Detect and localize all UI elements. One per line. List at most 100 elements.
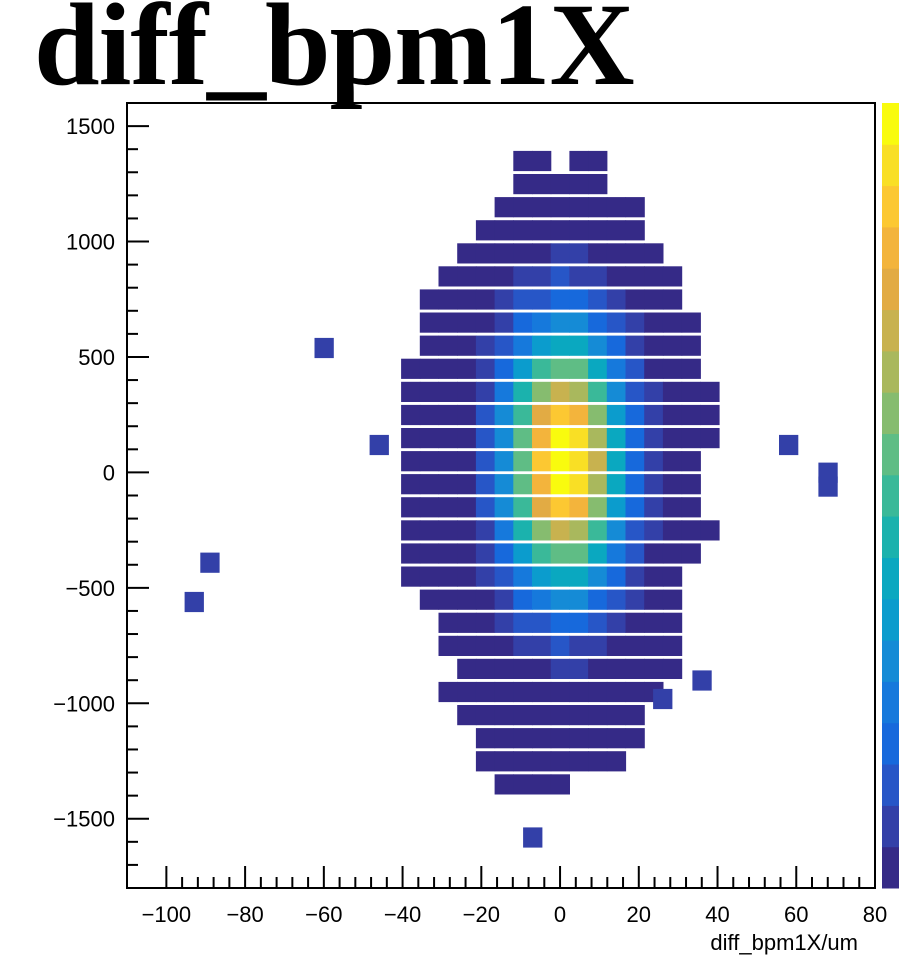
colorbar-segment [882,392,899,434]
heatmap-bin [475,243,496,264]
heatmap-bin [588,658,608,679]
heatmap-bin [569,243,589,264]
heatmap-bin [457,266,477,287]
heatmap-bin [606,335,627,356]
heatmap-bin [475,474,496,495]
heatmap-bin [401,428,421,449]
heatmap-bin [438,589,458,610]
colorbar-segment [882,103,899,145]
heatmap-bin [550,474,570,495]
heatmap-bin [606,658,627,679]
heatmap-bin [700,381,720,402]
heatmap-bin [419,358,440,379]
heatmap-bin [569,358,589,379]
colorbar-segment [882,474,899,517]
heatmap-bin [532,197,552,218]
heatmap-bin [532,705,552,726]
heatmap-bin [494,543,514,564]
heatmap-bin [644,612,664,633]
heatmap-bin [569,681,589,703]
heatmap-bin [644,497,664,518]
heatmap-bin [588,197,608,218]
heatmap-bin [644,266,664,287]
heatmap-bin [644,289,664,310]
heatmap-bin [569,635,589,656]
heatmap-bin [475,681,496,703]
heatmap-bin [550,520,570,541]
heatmap-bin [644,520,664,541]
colorbar-segment [882,185,899,228]
heatmap-bin [475,289,496,310]
colorbar-segment [882,598,899,641]
heatmap-bin [606,751,627,772]
heatmap-bin [569,728,589,749]
heatmap-bin [513,566,533,587]
heatmap-bin [644,635,664,656]
heatmap-bin [457,381,477,402]
heatmap-bin [438,520,458,541]
heatmap-bin [625,474,645,495]
heatmap-bin [606,404,627,426]
heatmap-bin [681,543,701,564]
heatmap-bin [625,312,645,333]
heatmap-bin [662,635,683,656]
heatmap-bin [494,404,514,426]
heatmap-bin [625,635,645,656]
heatmap-bin [550,751,570,772]
heatmap-bin [457,243,477,264]
heatmap-bin [625,243,645,264]
heatmap-bin [438,335,458,356]
heatmap-bin [550,220,570,241]
heatmap-bin [475,520,496,541]
heatmap-bin [475,705,496,726]
heatmap-bin [625,728,645,749]
heatmap-bin [606,243,627,264]
heatmap-bin [569,220,589,241]
heatmap-bin [457,705,477,726]
heatmap-bin [588,589,608,610]
heatmap-bin [532,751,552,772]
heatmap-bin [475,381,496,402]
heatmap-bin [532,658,552,679]
heatmap-bin [513,612,533,633]
heatmap-bin [532,635,552,656]
heatmap-bin [494,381,514,402]
heatmap-bin [419,289,440,310]
heatmap-bin [588,520,608,541]
x-tick-label: 20 [627,902,651,927]
heatmap-bin [532,774,552,795]
heatmap-bin [569,474,589,495]
heatmap-bin [644,243,664,264]
heatmap-bin [625,543,645,564]
heatmap-bin [662,451,683,472]
heatmap-bin [494,658,514,679]
heatmap-bin [475,566,496,587]
heatmap-bin [644,428,664,449]
heatmap-bin [625,381,645,402]
heatmap-bin [662,566,683,587]
heatmap-bin [644,404,664,426]
heatmap-bin [625,335,645,356]
colorbar-segment [882,557,899,600]
heatmap-bin [588,312,608,333]
heatmap-bin [438,543,458,564]
colorbar-segment [882,226,899,269]
heatmap-bin [457,312,477,333]
heatmap-bin [606,589,627,610]
heatmap-bin [588,358,608,379]
heatmap-bin [513,381,533,402]
heatmap-bin [606,474,627,495]
colorbar-segment [882,722,899,765]
heatmap-bin [569,751,589,772]
y-tick-label: 500 [78,345,115,370]
heatmap-bin [513,243,533,264]
heatmap-bin [475,612,496,633]
heatmap-bin [588,751,608,772]
heatmap-bin [588,404,608,426]
heatmap-bin [588,635,608,656]
heatmap-bin [569,150,589,172]
heatmap-bin [606,543,627,564]
heatmap-bin [513,197,533,218]
heatmap-bin [606,520,627,541]
